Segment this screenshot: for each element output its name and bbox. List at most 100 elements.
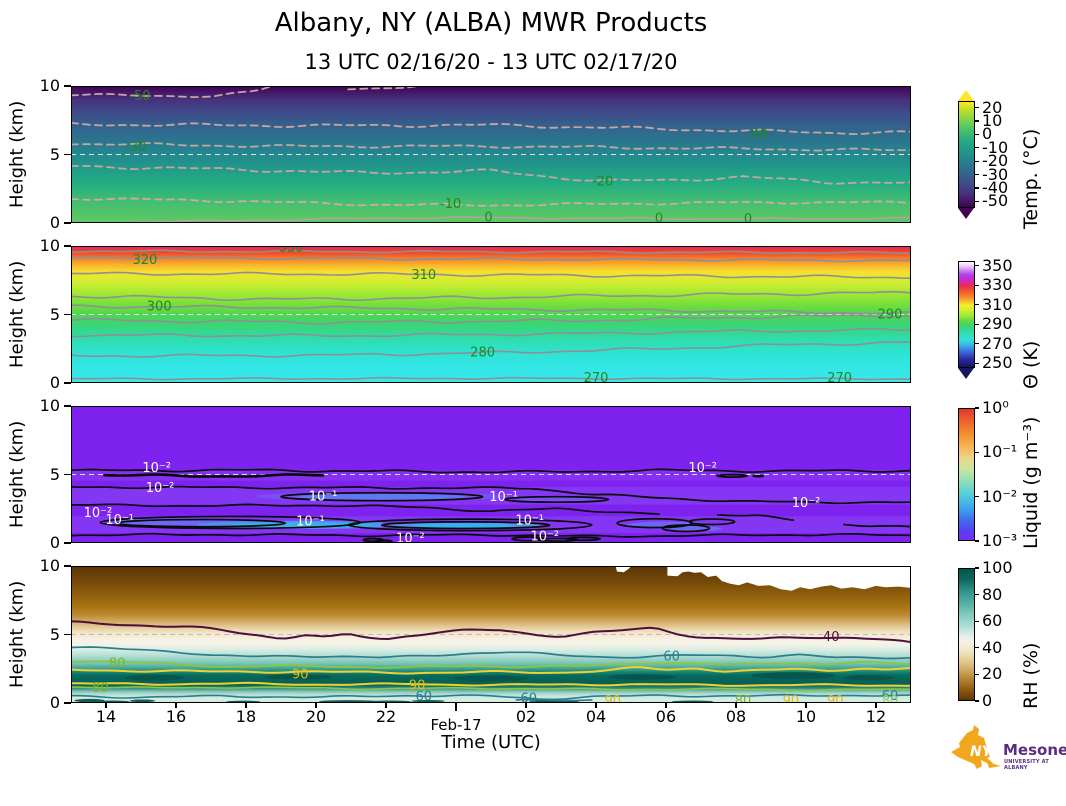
temperature-panel: -50 -40 -30 -20 -10 0 0 0 [71, 86, 911, 223]
x-tick-label: 08 [725, 707, 747, 726]
theta-colorbar: 350 330 310 290 270 250 Θ (K) [958, 246, 1064, 389]
liquid-contour-label: 10⁻² [142, 461, 171, 476]
temperature-contour-label: 0 [655, 212, 663, 223]
temperature-contour-label: 0 [744, 212, 752, 223]
liquid-contour-label: 10⁻¹ [515, 513, 544, 528]
logo-tagline-text: UNIVERSITY AT ALBANY [1004, 759, 1049, 771]
temperature-colorbar: 20 10 0 -10 -20 -30 -40 -50 Temp. (°C) [958, 86, 1064, 229]
theta-panel: 330 320 310 300 290 280 270 270 [71, 246, 911, 383]
colorbar-tick [975, 147, 979, 149]
rh-colorbar-label: RH (%) [1020, 642, 1042, 709]
x-tick [595, 703, 597, 708]
liquid-contour-label: 10⁻² [146, 481, 175, 496]
y-tick-label: 10 [39, 556, 60, 575]
colorbar-gradient [958, 101, 975, 208]
x-tick [735, 703, 737, 708]
colorbar-tick [975, 700, 979, 702]
long-island-shape [987, 762, 1001, 768]
colorbar-tick-label: 250 [982, 353, 1013, 373]
x-tick-label: 14 [95, 707, 117, 726]
x-tick [105, 703, 107, 708]
temperature-colorbar-label: Temp. (°C) [1020, 128, 1042, 229]
x-tick-label: 02 [515, 707, 537, 726]
liquid-contour-label: 10⁻² [396, 531, 425, 543]
logo-nys-text: NYS [970, 744, 1002, 760]
liquid-contour-label: 10⁻² [530, 529, 559, 543]
rh-contour-label: 60 [663, 650, 680, 665]
colorbar-tick [975, 284, 979, 286]
colorbar-tick-label: 10⁻¹ [982, 442, 1018, 462]
figure-subtitle: 13 UTC 02/16/20 - 13 UTC 02/17/20 [304, 50, 678, 74]
theta-contour-label: 280 [470, 345, 495, 360]
rh-contour-label: 80 [735, 694, 752, 703]
colorbar-tick [975, 133, 979, 136]
colorbar-tick [975, 620, 979, 622]
rh-panel: 40 60 80 90 90 80 60 60 60 90 80 90 90 80 [71, 566, 911, 703]
y-tick-label: 0 [49, 693, 60, 712]
y-tick-label: 5 [49, 144, 60, 164]
colorbar-tick [975, 540, 979, 542]
rh-ylabel: Height (km) [6, 580, 28, 689]
rh-contour-label: 80 [109, 656, 126, 671]
y-tick-label: 5 [49, 624, 60, 644]
rh-contour-label: 90 [409, 678, 426, 693]
liquid-contour-label: 10⁻¹ [296, 514, 325, 529]
y-tick-label: 0 [49, 533, 60, 552]
x-tick-label: 16 [165, 707, 187, 726]
y-tick [64, 382, 71, 384]
rh-contour-label: 40 [823, 630, 840, 645]
colorbar-tick-label: 0 [982, 124, 993, 144]
rh-contour-label: 80 [92, 681, 109, 696]
liquid-plot: 10⁻² 10⁻²10⁻²10⁻¹ 10⁻¹ 10⁻²10⁻²10⁻¹ 10⁻¹ 10⁻¹… [71, 406, 911, 543]
x-tick [875, 703, 877, 708]
colorbar-tick [975, 304, 979, 306]
y-tick [64, 245, 71, 247]
colorbar-arrow-bottom [958, 368, 974, 379]
y-tick-label: 0 [49, 213, 60, 232]
y-tick [64, 633, 71, 636]
x-tick [455, 703, 457, 711]
colorbar-tick [975, 362, 979, 364]
rh-contour-label: 90 [605, 694, 622, 703]
liquid-contour-label: 10⁻² [84, 506, 113, 521]
colorbar-gradient [958, 261, 975, 368]
colorbar-tick-label: 20 [982, 97, 1003, 117]
colorbar-arrow-top [958, 90, 974, 101]
x-tick-label: 20 [305, 707, 327, 726]
colorbar-tick-label: 100 [982, 558, 1013, 577]
liquid-contour-label: 10⁻¹ [489, 490, 518, 505]
x-axis-label: Time (UTC) [441, 732, 541, 753]
liquid-colorbar: 10⁰ 10⁻¹ 10⁻² 10⁻³ Liquid (g m⁻³) [958, 400, 1064, 549]
theta-contour-label: 330 [279, 246, 304, 256]
colorbar-tick [975, 120, 979, 122]
colorbar-tick [975, 451, 979, 453]
colorbar-tick-label: -10 [982, 137, 1009, 157]
colorbar-gradient [958, 568, 975, 701]
theta-contour-label: 270 [584, 371, 609, 383]
liquid-ylabel: Height (km) [6, 420, 28, 529]
colorbar-tick [975, 343, 979, 345]
colorbar-tick [975, 594, 979, 596]
y-tick-label: 10 [39, 76, 60, 95]
y-tick [64, 473, 71, 476]
x-tick-label: 18 [235, 707, 257, 726]
rh-contour-label: 80 [882, 694, 899, 703]
liquid-contour-label: 10⁻¹ [105, 513, 134, 528]
x-tick [315, 703, 317, 708]
temperature-contour-label: -20 [592, 174, 613, 189]
colorbar-tick [975, 647, 979, 649]
colorbar-tick [975, 265, 979, 267]
colorbar-tick [975, 567, 979, 569]
ny-state-shape [951, 725, 993, 769]
rh-contour-label: 90 [292, 668, 309, 683]
liquid-contour-label: 10⁻² [792, 496, 821, 511]
colorbar-tick-label: 10⁻² [982, 486, 1018, 506]
rh-contour-label: 60 [882, 689, 899, 703]
y-tick [64, 565, 71, 567]
x-tick-label: 06 [655, 707, 677, 726]
colorbar-tick-label: 20 [982, 664, 1003, 684]
colorbar-tick-label: 0 [982, 691, 993, 710]
theta-contour-label: 290 [878, 307, 903, 322]
